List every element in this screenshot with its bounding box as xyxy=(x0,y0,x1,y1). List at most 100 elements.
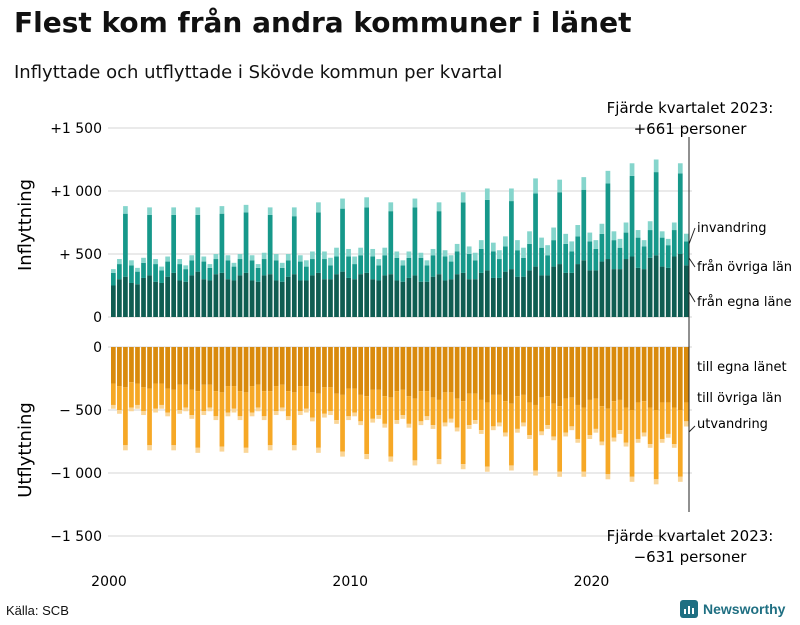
bar-in-egna xyxy=(635,267,641,317)
bar-in-ovriga xyxy=(665,245,671,268)
annotation-bottom-line1: Fjärde kvartalet 2023: xyxy=(607,527,774,545)
bar-out-ovriga xyxy=(454,398,460,428)
bar-in-ovriga xyxy=(551,240,556,267)
bar-out-egna xyxy=(201,347,207,385)
bar-in-ovriga xyxy=(135,271,140,285)
bar-in-invandring xyxy=(557,179,563,193)
bar-in-ovriga xyxy=(213,259,219,275)
bar-in-egna xyxy=(171,272,177,317)
bar-in-ovriga xyxy=(159,270,164,283)
bar-out-egna xyxy=(623,347,629,408)
bar-in-egna xyxy=(153,281,158,317)
bar-out-ovriga xyxy=(623,407,629,443)
bar-out-ovriga xyxy=(177,384,183,410)
bar-out-egna xyxy=(291,347,297,393)
bar-out-ovriga xyxy=(647,407,653,445)
bar-in-ovriga xyxy=(563,243,569,273)
bar-out-ovriga xyxy=(448,392,454,419)
bar-in-invandring xyxy=(665,238,671,246)
bar-out-ovriga xyxy=(424,391,430,417)
bar-in-ovriga xyxy=(310,259,315,276)
bar-out-egna xyxy=(472,347,478,394)
bar-out-egna xyxy=(177,347,183,385)
bar-in-ovriga xyxy=(683,241,689,266)
bar-in-ovriga xyxy=(141,262,146,278)
bar-in-ovriga xyxy=(430,255,436,277)
bar-in-egna xyxy=(515,276,520,317)
bar-out-utvandring xyxy=(249,412,255,417)
bar-out-utvandring xyxy=(442,422,448,427)
bar-out-utvandring xyxy=(153,408,158,413)
y-tick-label: +1 500 xyxy=(50,121,102,137)
bar-out-utvandring xyxy=(352,412,357,417)
bar-out-utvandring xyxy=(671,444,677,448)
bar-out-ovriga xyxy=(484,402,490,467)
bar-in-ovriga xyxy=(412,207,418,276)
bar-out-ovriga xyxy=(617,399,623,431)
bar-in-ovriga xyxy=(575,236,581,265)
y-tick-label: 0 xyxy=(93,340,102,356)
bar-in-invandring xyxy=(460,192,466,203)
bar-in-egna xyxy=(219,272,225,317)
bar-in-ovriga xyxy=(509,201,514,270)
bar-out-ovriga xyxy=(497,394,502,423)
bar-out-ovriga xyxy=(310,392,315,418)
bar-out-egna xyxy=(135,347,140,384)
y-tick-label: + 500 xyxy=(59,247,102,263)
bar-out-ovriga xyxy=(490,394,496,427)
series-label-leader xyxy=(688,425,696,433)
bar-in-ovriga xyxy=(611,240,617,270)
bar-in-egna xyxy=(370,279,376,317)
bar-out-egna xyxy=(569,347,575,398)
bar-out-utvandring xyxy=(189,415,195,419)
bar-out-egna xyxy=(497,347,502,395)
bar-in-egna xyxy=(183,281,189,317)
bar-out-ovriga xyxy=(677,410,683,477)
series-label-leader xyxy=(688,291,696,303)
bar-in-invandring xyxy=(213,254,219,260)
bar-in-ovriga xyxy=(147,214,152,276)
bar-out-utvandring xyxy=(430,425,436,429)
bar-out-ovriga xyxy=(653,410,659,480)
bar-in-egna xyxy=(291,274,297,317)
bar-in-invandring xyxy=(509,188,514,202)
bar-in-invandring xyxy=(340,198,345,209)
bar-out-egna xyxy=(237,347,243,392)
bar-in-ovriga xyxy=(587,241,593,271)
newsworthy-logo-icon xyxy=(680,600,698,618)
bar-out-utvandring xyxy=(635,438,641,443)
bar-out-egna xyxy=(141,347,146,388)
bar-in-egna xyxy=(346,277,351,317)
bar-in-invandring xyxy=(117,259,122,265)
bar-in-ovriga xyxy=(629,175,635,257)
bar-out-utvandring xyxy=(285,416,291,421)
bar-in-egna xyxy=(394,280,400,317)
bar-in-ovriga xyxy=(581,189,587,261)
bar-in-egna xyxy=(424,281,430,317)
bar-out-egna xyxy=(183,347,189,385)
bar-out-utvandring xyxy=(599,441,605,446)
bar-out-egna xyxy=(267,347,273,392)
bar-in-ovriga xyxy=(370,256,376,280)
bar-out-egna xyxy=(659,347,665,403)
bar-out-egna xyxy=(503,347,508,402)
bar-out-utvandring xyxy=(207,407,213,412)
bar-out-utvandring xyxy=(297,411,303,416)
bar-out-utvandring xyxy=(400,415,406,419)
bar-out-utvandring xyxy=(225,412,231,417)
bar-in-invandring xyxy=(189,255,195,261)
bar-out-ovriga xyxy=(460,401,466,465)
bar-out-egna xyxy=(117,347,122,387)
bar-out-utvandring xyxy=(141,411,146,416)
bar-out-egna xyxy=(563,347,569,399)
bar-out-utvandring xyxy=(515,428,520,433)
bar-in-invandring xyxy=(623,222,629,233)
bar-out-egna xyxy=(159,347,164,384)
bar-in-invandring xyxy=(225,255,231,261)
bar-out-ovriga xyxy=(659,402,665,439)
bar-out-ovriga xyxy=(171,389,177,446)
chart-title: Flest kom från andra kommuner i länet xyxy=(14,6,632,39)
bar-in-invandring xyxy=(527,231,532,244)
bar-out-egna xyxy=(641,347,647,402)
bar-out-ovriga xyxy=(291,392,297,446)
